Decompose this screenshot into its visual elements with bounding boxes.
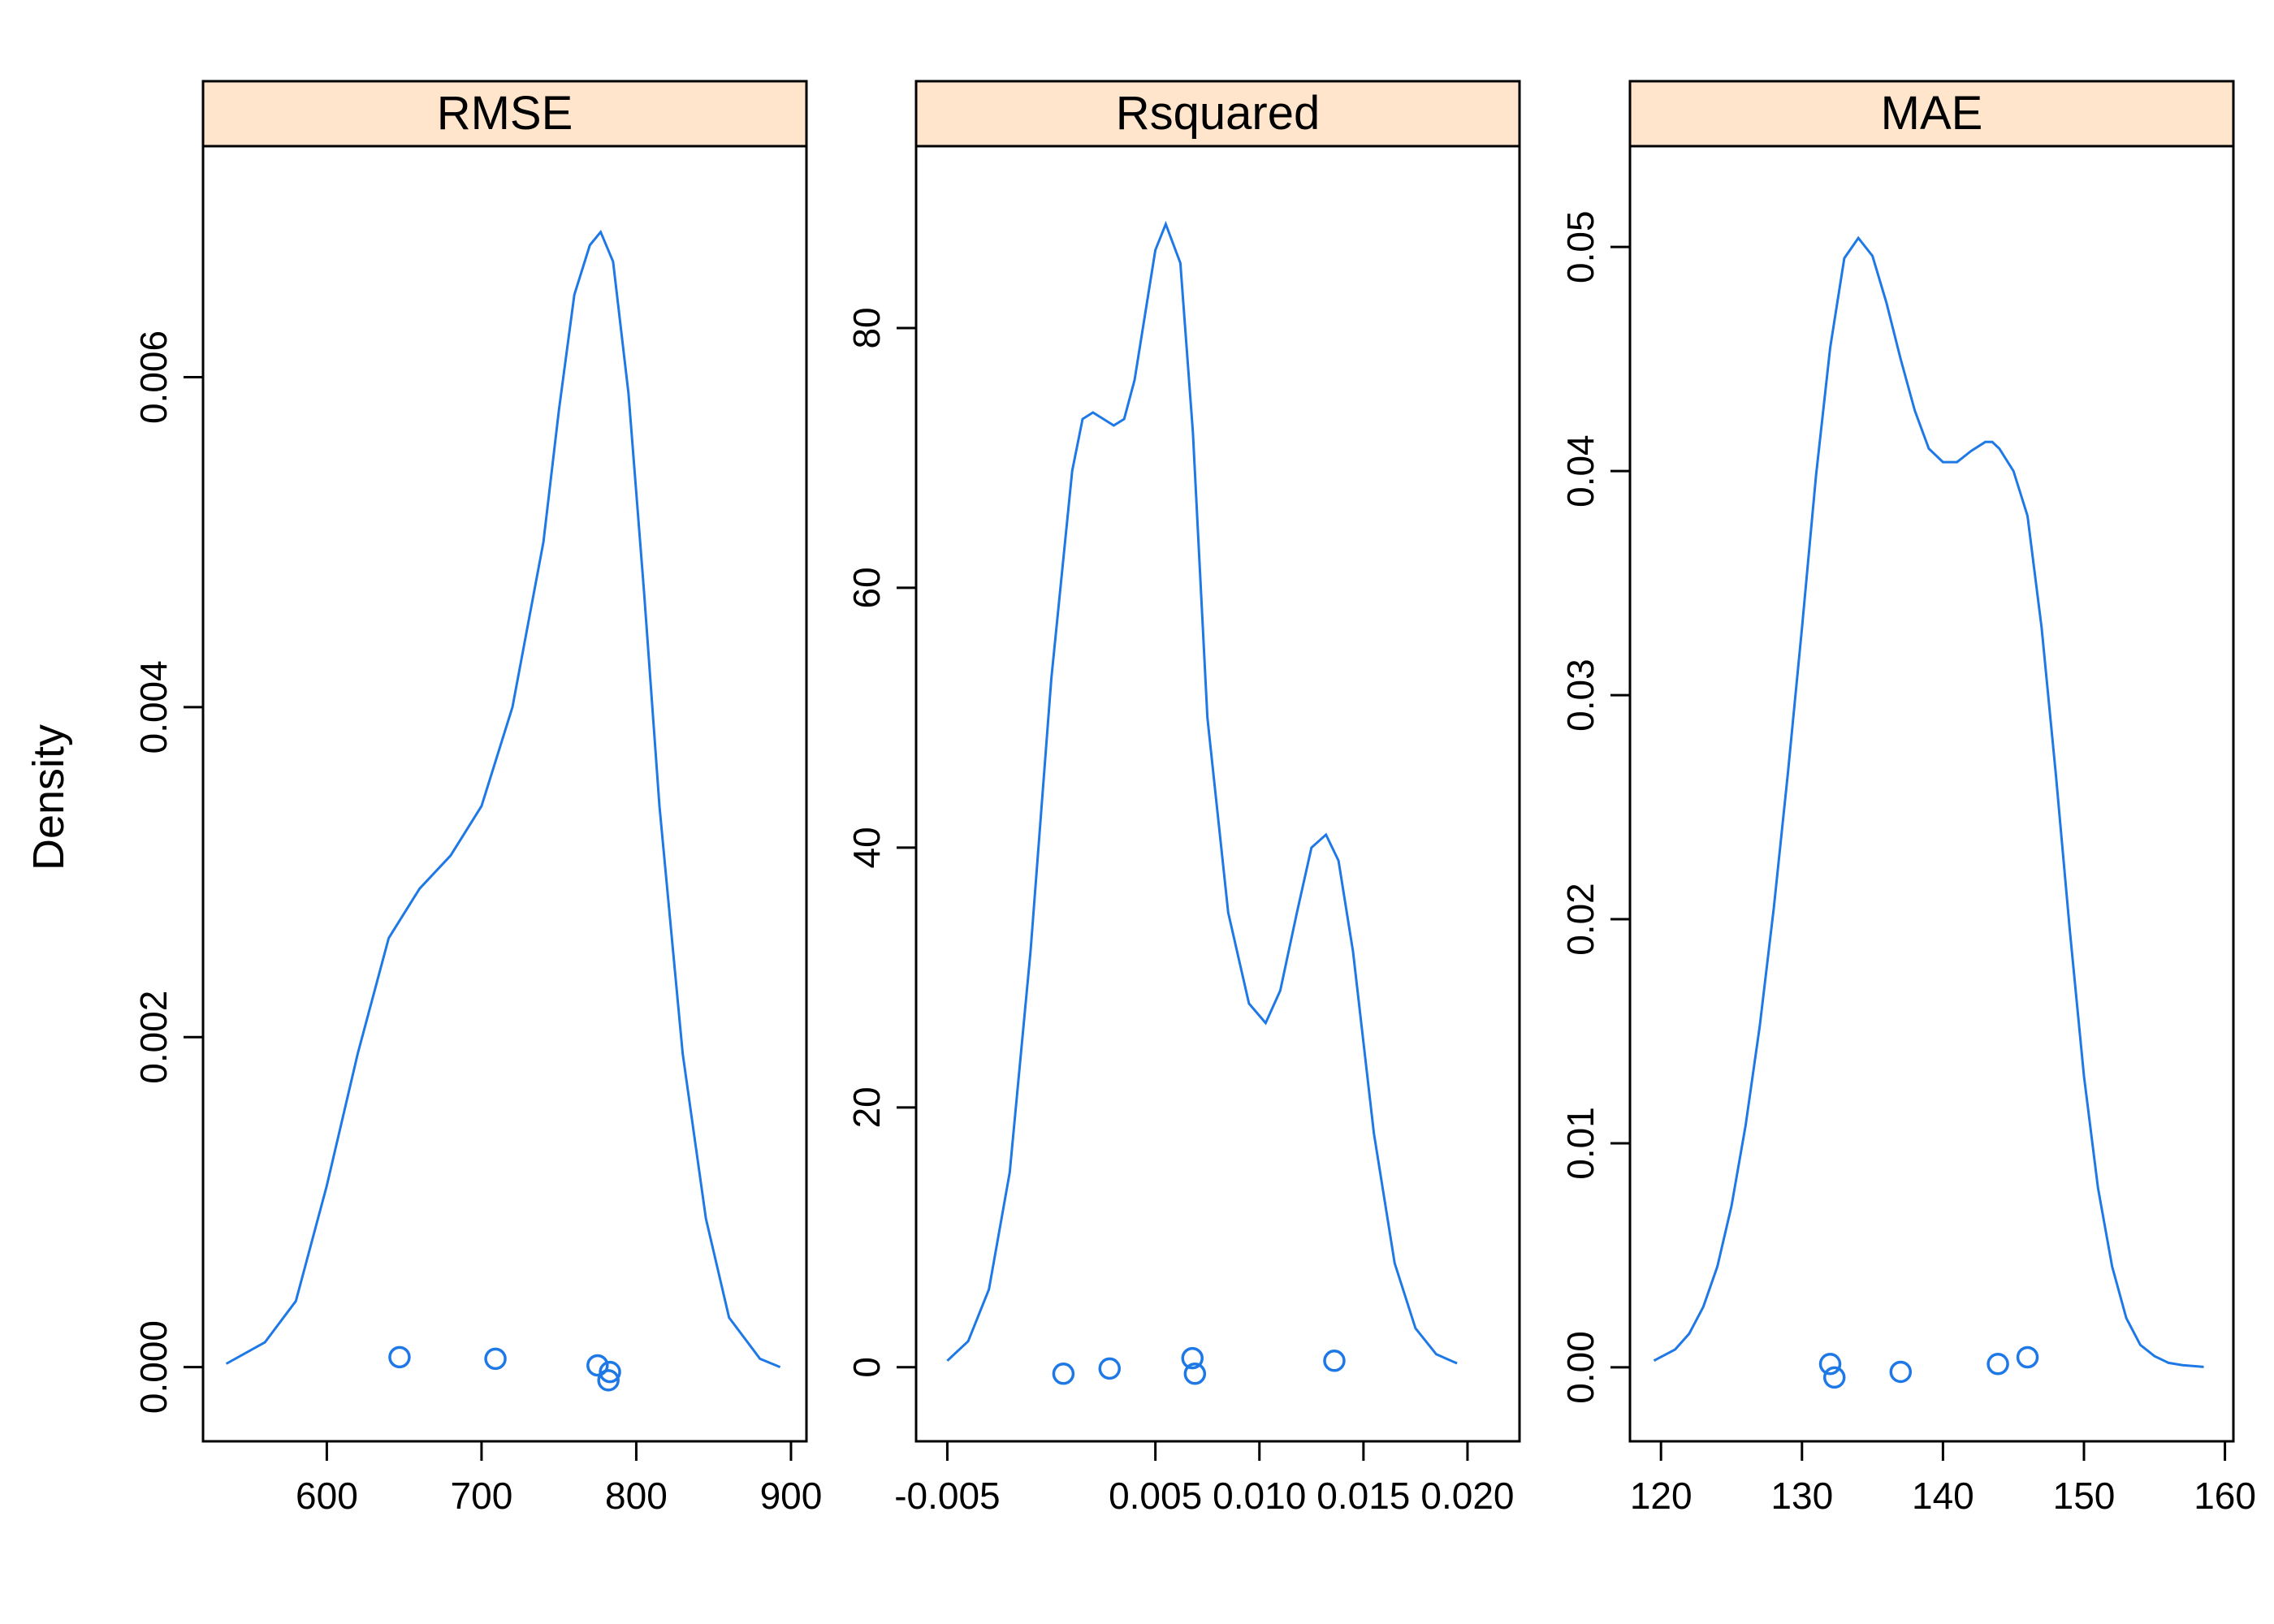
strip-header [201, 80, 808, 148]
x-tick-label: 140 [1912, 1475, 1974, 1517]
x-tick-label: 0.020 [1420, 1475, 1514, 1517]
data-point [1181, 1346, 1204, 1370]
y-tick-label: 0 [845, 1357, 888, 1378]
data-point [1818, 1353, 1842, 1376]
data-point [1098, 1357, 1122, 1380]
y-tick-label: 40 [845, 827, 888, 868]
data-point [599, 1360, 621, 1384]
x-tick-label: -0.005 [894, 1475, 1000, 1517]
y-tick-label: 0.000 [132, 1320, 175, 1414]
data-point [1889, 1360, 1913, 1384]
y-tick-label: 0.006 [132, 330, 175, 424]
strip-label: RMSE [437, 87, 573, 140]
x-tick-label: 130 [1770, 1475, 1833, 1517]
x-tick-label: 160 [2194, 1475, 2256, 1517]
strip-header [914, 80, 1521, 148]
panel-rmse: RMSE 600 700 800 900 0.000 0.002 0.004 0.006 [132, 80, 823, 1517]
y-axis-label: Density [24, 724, 73, 870]
x-tick-label: 120 [1630, 1475, 1693, 1517]
data-point [1183, 1363, 1207, 1385]
y-tick-label: 0.03 [1559, 659, 1602, 732]
panel-frame [201, 145, 808, 1443]
x-tick-label: 700 [451, 1475, 513, 1517]
y-tick-label: 0.05 [1559, 210, 1602, 283]
y-tick-label: 0.01 [1559, 1107, 1602, 1180]
data-point [597, 1369, 620, 1392]
y-tick-label: 0.02 [1559, 883, 1602, 956]
y-tick-label: 0.04 [1559, 434, 1602, 508]
x-tick-label: 900 [760, 1475, 823, 1517]
x-tick-label: 0.010 [1213, 1475, 1306, 1517]
strip-label: MAE [1881, 87, 1983, 140]
data-point [1822, 1366, 1846, 1389]
panel-frame [914, 145, 1521, 1443]
y-tick-label: 0.004 [132, 660, 175, 754]
y-tick-label: 80 [845, 307, 888, 348]
y-tick-label: 60 [845, 567, 888, 608]
y-tick-label: 0.00 [1559, 1331, 1602, 1404]
data-point [1323, 1350, 1346, 1372]
x-tick-label: 0.005 [1109, 1475, 1202, 1517]
strip-label: Rsquared [1116, 87, 1320, 140]
x-tick-label: 0.015 [1316, 1475, 1410, 1517]
x-tick-label: 600 [296, 1475, 358, 1517]
density-curve [225, 229, 781, 1368]
data-point [1987, 1353, 2009, 1376]
data-point [2016, 1345, 2039, 1369]
x-tick-label: 150 [2053, 1475, 2116, 1517]
y-tick-label: 20 [845, 1086, 888, 1128]
data-point [388, 1345, 411, 1369]
density-curve [946, 220, 1458, 1365]
data-point [484, 1347, 507, 1371]
x-tick-label: 800 [605, 1475, 668, 1517]
density-curve [1653, 235, 2204, 1368]
panel-mae: MAE 120 130 140 150 160 0.00 0.01 0.02 0.03 0.04 0.… [1559, 80, 2256, 1517]
panel-frame [1628, 145, 2235, 1443]
data-point [586, 1354, 609, 1377]
y-tick-label: 0.002 [132, 991, 175, 1084]
panel-rsquared: Rsquared -0.005 0.005 0.010 0.015 0.020 0 20 40 6… [845, 80, 1521, 1517]
data-point [1052, 1363, 1075, 1385]
